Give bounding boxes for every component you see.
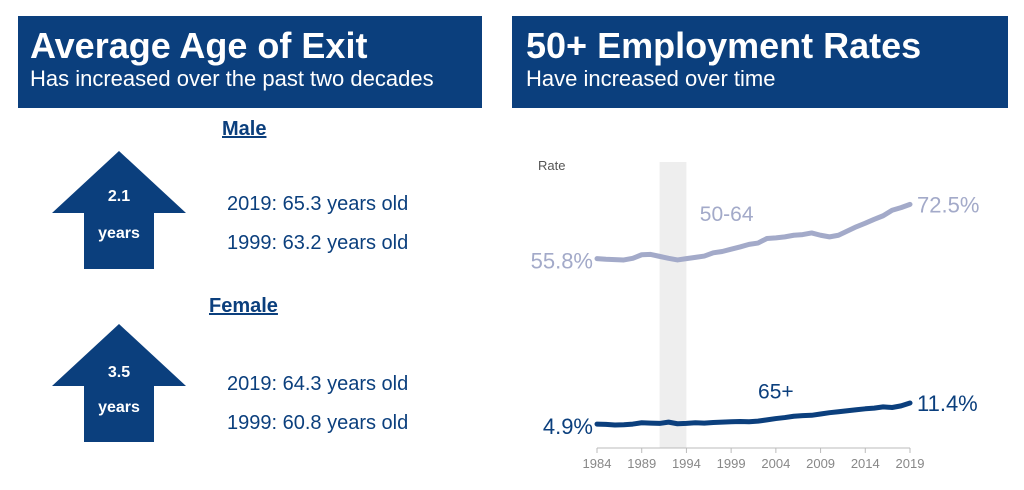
series-name-label: 65+ [758, 381, 794, 404]
female-heading: Female [209, 295, 278, 317]
series-start-label: 4.9% [543, 414, 593, 439]
series-line-50-64 [594, 201, 913, 263]
series-line-65-plus [594, 400, 913, 428]
series-end-label: 72.5% [917, 192, 979, 217]
female-1999-age: 1999: 60.8 years old [227, 412, 409, 434]
shaded-period [659, 162, 687, 448]
x-tick-label: 1999 [717, 456, 746, 471]
employment-rates-title: 50+ Employment Rates [526, 25, 922, 66]
male-heading: Male [222, 118, 267, 140]
x-tick-label: 2019 [896, 456, 925, 471]
x-tick-label: 2004 [761, 456, 790, 471]
x-tick-label: 1989 [627, 456, 656, 471]
series-start-label: 55.8% [531, 249, 593, 274]
series-name-label: 50-64 [700, 203, 754, 226]
female-2019-age: 2019: 64.3 years old [227, 373, 409, 395]
x-tick-label: 1994 [672, 456, 701, 471]
series-end-label: 11.4% [917, 391, 978, 416]
female-up-arrow-icon [52, 324, 186, 442]
male-up-arrow-icon [52, 151, 186, 269]
male-increase-value: 2.1 [107, 188, 131, 205]
y-axis-label: Rate [538, 158, 565, 173]
female-increase-value: 3.5 [107, 364, 131, 381]
female-increase-unit: years [98, 399, 140, 416]
average-age-title: Average Age of Exit [30, 25, 368, 66]
average-age-banner: Average Age of Exit Has increased over t… [18, 16, 482, 108]
employment-rates-subtitle: Have increased over time [526, 66, 776, 91]
employment-line-chart: Rate 1984 1989 1994 1999 2004 2009 2014 2019 55.8… [531, 158, 980, 471]
male-1999-age: 1999: 63.2 years old [227, 232, 409, 254]
male-increase-unit: years [98, 225, 140, 242]
x-tick-label: 2009 [806, 456, 835, 471]
x-tick-label: 2014 [851, 456, 880, 471]
employment-rates-banner: 50+ Employment Rates Have increased over… [512, 16, 1008, 108]
male-2019-age: 2019: 65.3 years old [227, 193, 409, 215]
x-tick-label: 1984 [583, 456, 612, 471]
average-age-subtitle: Has increased over the past two decades [30, 66, 434, 91]
